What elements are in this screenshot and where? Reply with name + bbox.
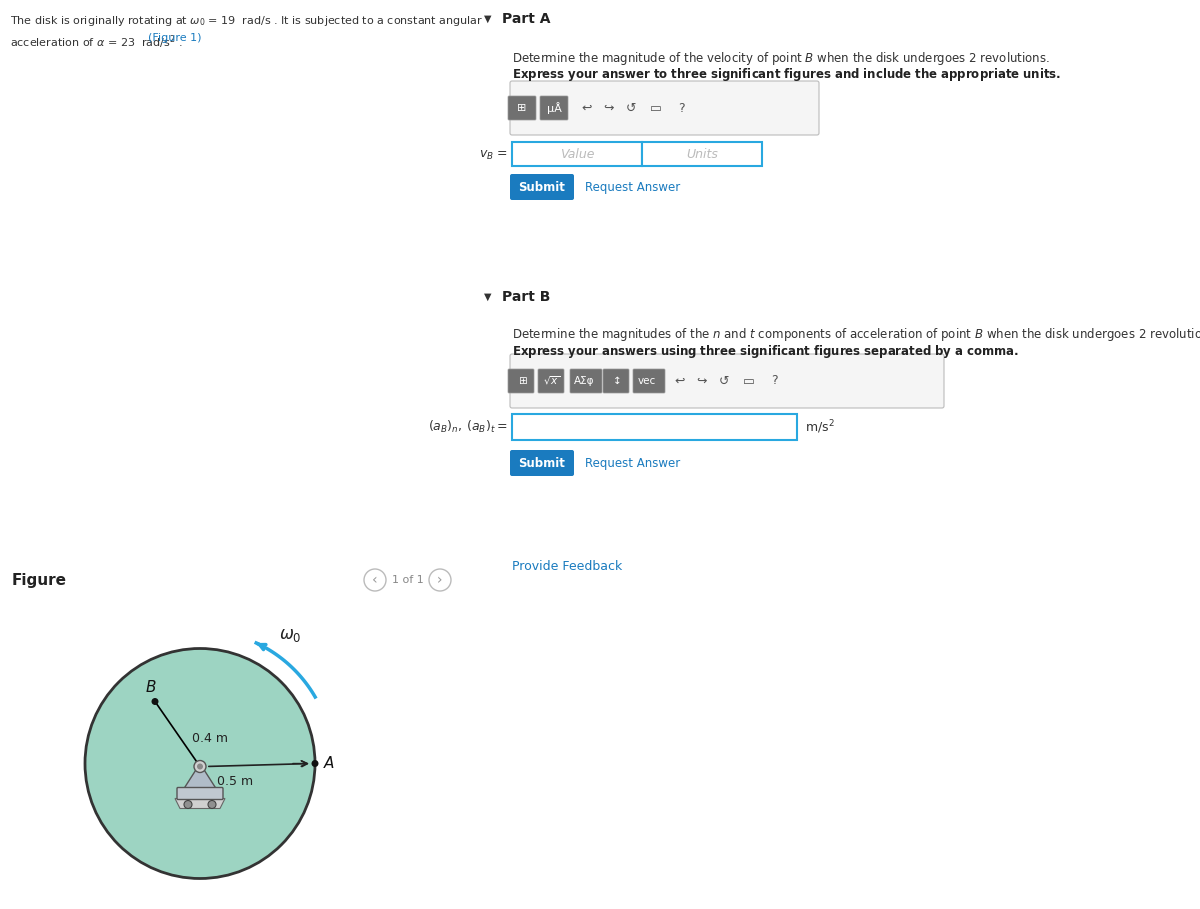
Text: Units: Units [686, 147, 718, 161]
Text: ↪: ↪ [604, 102, 614, 115]
Text: Submit: Submit [518, 456, 565, 470]
Text: $A$: $A$ [323, 755, 335, 772]
Circle shape [197, 764, 203, 770]
Text: Determine the magnitude of the velocity of point $B$ when the disk undergoes 2 r: Determine the magnitude of the velocity … [512, 50, 1050, 67]
FancyBboxPatch shape [508, 369, 534, 393]
Text: ↕: ↕ [613, 376, 622, 386]
FancyBboxPatch shape [512, 414, 797, 440]
Polygon shape [175, 798, 226, 808]
Text: acceleration of $\alpha$ = 23  $\rm{rad/s^2}$ .: acceleration of $\alpha$ = 23 $\rm{rad/s… [10, 33, 184, 51]
Circle shape [208, 801, 216, 808]
Text: ↪: ↪ [697, 375, 707, 387]
FancyBboxPatch shape [510, 174, 574, 200]
Polygon shape [184, 764, 216, 788]
Text: vec: vec [638, 376, 656, 386]
Text: ▼: ▼ [485, 14, 492, 24]
Text: Request Answer: Request Answer [586, 456, 680, 470]
Text: $v_B$ =: $v_B$ = [479, 148, 508, 162]
Text: $\mathbf{Express\ your\ answers\ using\ three\ significant\ figures\ separated\ : $\mathbf{Express\ your\ answers\ using\ … [512, 343, 1019, 360]
Text: ?: ? [770, 375, 778, 387]
FancyBboxPatch shape [540, 96, 568, 120]
Circle shape [151, 698, 158, 705]
Text: Submit: Submit [518, 181, 565, 194]
Text: ▭: ▭ [743, 375, 755, 387]
Text: Request Answer: Request Answer [586, 181, 680, 194]
Circle shape [184, 801, 192, 808]
FancyBboxPatch shape [634, 369, 665, 393]
Circle shape [312, 760, 318, 767]
Text: $\mathbf{Express\ your\ answer\ to\ three\ significant\ figures\ and\ include\ t: $\mathbf{Express\ your\ answer\ to\ thre… [512, 66, 1061, 83]
Text: ↺: ↺ [625, 102, 636, 115]
Text: Figure: Figure [12, 573, 67, 587]
Text: μÅ: μÅ [546, 102, 562, 114]
FancyBboxPatch shape [570, 369, 602, 393]
Text: 1 of 1: 1 of 1 [392, 575, 424, 585]
Circle shape [85, 648, 314, 878]
Text: Value: Value [559, 147, 594, 161]
Text: ↩: ↩ [582, 102, 593, 115]
Text: ▭: ▭ [650, 102, 662, 115]
Circle shape [194, 761, 206, 773]
FancyBboxPatch shape [510, 450, 574, 476]
Text: ⊞: ⊞ [517, 103, 527, 113]
Text: ↩: ↩ [674, 375, 685, 387]
Text: $(a_B)_n,\,(a_B)_t =$: $(a_B)_n,\,(a_B)_t =$ [428, 419, 508, 435]
FancyBboxPatch shape [508, 96, 536, 120]
FancyBboxPatch shape [510, 354, 944, 408]
Text: ›: › [437, 573, 443, 587]
Text: $\omega_0$: $\omega_0$ [280, 625, 301, 644]
FancyBboxPatch shape [178, 787, 223, 800]
Text: ↺: ↺ [719, 375, 730, 387]
Text: $B$: $B$ [145, 678, 157, 694]
Circle shape [364, 569, 386, 591]
Text: ?: ? [678, 102, 684, 115]
Text: $\sqrt{x}$: $\sqrt{x}$ [544, 375, 560, 387]
Text: ▼: ▼ [485, 292, 492, 302]
Text: AΣφ: AΣφ [574, 376, 594, 386]
Text: ‹: ‹ [372, 573, 378, 587]
Text: Part A: Part A [502, 12, 551, 26]
FancyBboxPatch shape [604, 369, 629, 393]
Text: Determine the magnitudes of the $n$ and $t$ components of acceleration of point : Determine the magnitudes of the $n$ and … [512, 326, 1200, 343]
FancyBboxPatch shape [538, 369, 564, 393]
FancyBboxPatch shape [510, 81, 818, 135]
Text: The disk is originally rotating at $\omega_0$ = 19  $\rm{rad/s}$ . It is subject: The disk is originally rotating at $\ome… [10, 14, 484, 28]
Text: 0.4 m: 0.4 m [192, 733, 228, 745]
FancyBboxPatch shape [642, 142, 762, 166]
Text: 0.5 m: 0.5 m [217, 775, 253, 788]
Text: (Figure 1): (Figure 1) [148, 33, 202, 43]
Text: Provide Feedback: Provide Feedback [512, 560, 623, 573]
Text: Part B: Part B [502, 290, 551, 304]
Text: m/s$^2$: m/s$^2$ [805, 418, 835, 435]
FancyBboxPatch shape [512, 142, 642, 166]
Circle shape [430, 569, 451, 591]
Text: ⊞: ⊞ [517, 376, 527, 386]
